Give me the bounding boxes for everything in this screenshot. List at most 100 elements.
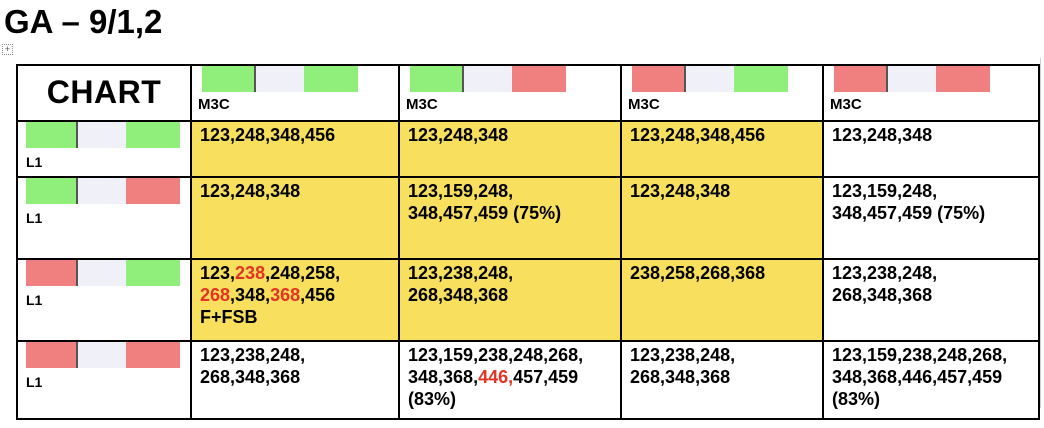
color-swatch-left — [26, 260, 78, 286]
text-run: 123,238,248, — [832, 263, 938, 283]
cell-line: 123,238,248, — [200, 344, 392, 366]
text-run: (83%) — [408, 389, 457, 409]
cell-text: 123,248,348 — [824, 122, 1038, 146]
cell-text: 123,248,348 — [192, 178, 398, 202]
highlighted-cell: 123,248,348,456 — [190, 120, 400, 178]
cell-text: 123,248,348 — [622, 178, 822, 202]
table-row: L1 123,248,348,456 123,248,348 123,248,348,… — [16, 120, 1040, 178]
text-run: 348,368,446,457,459 — [832, 367, 1003, 387]
cell-text: 123,248,348 — [400, 122, 620, 146]
table-row: L1 123,238,248, 268,348,368 123,159,238,248… — [16, 340, 1040, 420]
highlighted-cell: 123,248,348 — [190, 176, 400, 260]
cell-line: 123,159,238,248,268, — [832, 344, 1032, 366]
cell-line: 123,248,348,456 — [630, 124, 816, 146]
cell-line: 348,457,459 (75%) — [408, 202, 614, 224]
row-color-bar — [26, 178, 182, 204]
column-color-bar — [410, 66, 610, 92]
color-swatch-right — [734, 66, 788, 92]
text-run: F+FSB — [200, 307, 258, 327]
highlighted-number: 268 — [200, 285, 231, 305]
text-run: 123,248,348 — [630, 181, 731, 201]
text-run: 123,248,348 — [832, 125, 933, 145]
cell-line: 268,348,368 — [832, 284, 1032, 306]
text-run: 123,159,248, — [408, 181, 514, 201]
column-header: M3C — [620, 64, 824, 122]
text-run: 123,159,238,248,268, — [408, 345, 584, 365]
header-row: CHART M3C M3C M3C M3C — [16, 64, 1040, 122]
page-edge-divider — [1040, 58, 1041, 408]
table-row: L1 123,238,248,258, 268,348,368,456 F+FSB 12… — [16, 258, 1040, 342]
text-run: 123,159,238,248,268, — [832, 345, 1008, 365]
color-swatch-right — [126, 178, 180, 204]
cell-text: 123,238,248, 268,348,368 — [400, 260, 620, 306]
cell-line: 348,457,459 (75%) — [832, 202, 1032, 224]
text-run: 457,459 — [513, 367, 579, 387]
table-move-handle[interactable]: + — [2, 44, 13, 55]
column-header-label: M3C — [198, 96, 230, 113]
color-swatch-left — [202, 66, 256, 92]
text-run: 123, — [200, 263, 236, 283]
text-run: (83%) — [832, 389, 881, 409]
corner-cell: CHART — [16, 64, 192, 122]
column-color-bar — [202, 66, 388, 92]
color-swatch-middle — [686, 66, 734, 92]
cell-line: 268,348,368 — [200, 366, 392, 388]
color-swatch-left — [410, 66, 464, 92]
table-cell: 123,238,248, 268,348,368 — [190, 340, 400, 420]
row-color-bar — [26, 342, 182, 368]
cell-line: 123,248,348 — [408, 124, 614, 146]
color-swatch-middle — [888, 66, 936, 92]
column-color-bar — [834, 66, 1028, 92]
cell-line: 348,368,446,457,459 — [408, 366, 614, 388]
cell-text: 123,238,248, 268,348,368 — [622, 342, 822, 388]
color-swatch-right — [126, 260, 180, 286]
cell-line: 123,159,238,248,268, — [408, 344, 614, 366]
highlighted-cell: 123,248,348,456 — [620, 120, 824, 178]
highlighted-cell: 238,258,268,368 — [620, 258, 824, 342]
cell-line: 348,368,446,457,459 — [832, 366, 1032, 388]
cell-text: 123,159,248, 348,457,459 (75%) — [400, 178, 620, 224]
row-color-bar — [26, 260, 182, 286]
cell-line: F+FSB — [200, 306, 392, 328]
cell-text: 123,159,248, 348,457,459 (75%) — [824, 178, 1038, 224]
table-cell: 123,159,238,248,268, 348,368,446,457,459(… — [398, 340, 622, 420]
row-header-label: L1 — [26, 154, 43, 170]
text-run: 268,348,368 — [408, 285, 509, 305]
color-swatch-left — [26, 178, 78, 204]
column-header-label: M3C — [628, 96, 660, 113]
text-run: 348,368, — [408, 367, 479, 387]
row-header: L1 — [16, 120, 192, 178]
text-run: 123,238,248, — [200, 345, 306, 365]
column-header-label: M3C — [406, 96, 438, 113]
text-run: 123,238,248, — [408, 263, 514, 283]
cell-text: 123,248,348,456 — [622, 122, 822, 146]
color-swatch-middle — [78, 122, 126, 148]
cell-line: 238,258,268,368 — [630, 262, 816, 284]
text-run: 123,248,348,456 — [200, 125, 336, 145]
cell-line: (83%) — [408, 388, 614, 410]
highlighted-cell: 123,238,248, 268,348,368 — [398, 258, 622, 342]
table-row: L1 123,248,348 123,159,248, 348,457,459 (75… — [16, 176, 1040, 260]
color-swatch-left — [632, 66, 686, 92]
column-header-label: M3C — [830, 96, 862, 113]
highlighted-number: 446, — [478, 367, 514, 387]
color-swatch-middle — [256, 66, 304, 92]
text-run: 348,457,459 (75%) — [832, 203, 986, 223]
table-cell: 123,238,248, 268,348,368 — [822, 258, 1040, 342]
text-run: 268,348,368 — [630, 367, 731, 387]
cell-line: 268,348,368 — [408, 284, 614, 306]
row-header: L1 — [16, 258, 192, 342]
cell-line: 123,159,248, — [408, 180, 614, 202]
cell-line: 123,159,248, — [832, 180, 1032, 202]
highlighted-number: 238 — [235, 263, 266, 283]
text-run: ,348, — [230, 285, 271, 305]
cell-line: (83%) — [832, 388, 1032, 410]
text-run: 123,248,348,456 — [630, 125, 766, 145]
text-run: 348,457,459 (75%) — [408, 203, 562, 223]
cell-line: 123,248,348 — [832, 124, 1032, 146]
text-run: 268,348,368 — [200, 367, 301, 387]
text-run: 268,348,368 — [832, 285, 933, 305]
cell-text: 238,258,268,368 — [622, 260, 822, 284]
cell-line: 123,238,248, — [832, 262, 1032, 284]
text-run: ,456 — [300, 285, 336, 305]
